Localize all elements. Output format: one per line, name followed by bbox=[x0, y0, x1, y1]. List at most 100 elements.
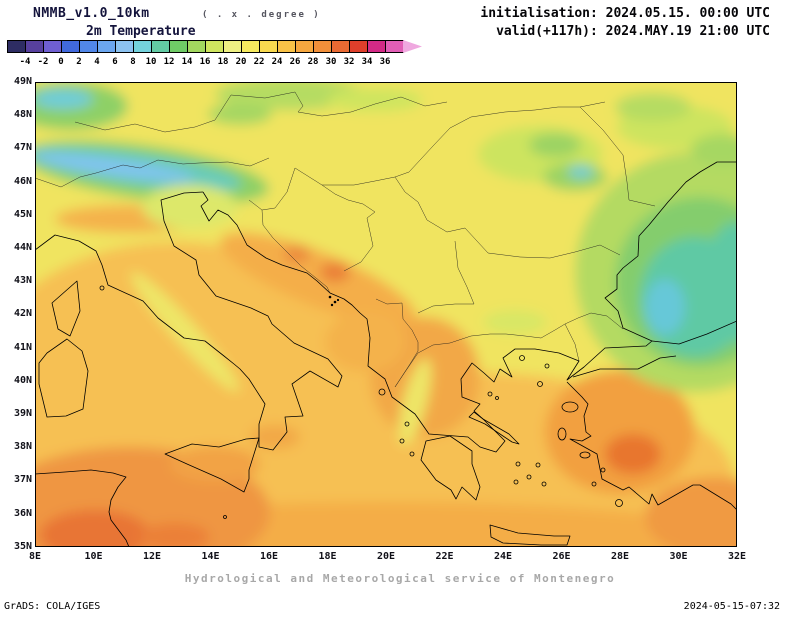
longitude-tick-label: 8E bbox=[28, 551, 42, 562]
colorbar-tick-label: 2 bbox=[76, 57, 82, 67]
colorbar-cell: 4 bbox=[94, 40, 116, 67]
grads-credit: GrADS: COLA/IGES bbox=[4, 601, 101, 612]
latitude-tick-label: 44N bbox=[13, 242, 32, 254]
colorbar-tick-label: 8 bbox=[130, 57, 136, 67]
euboea-coastline bbox=[468, 411, 520, 445]
resolution-note: ( . x . degree ) bbox=[202, 10, 321, 20]
latitude-tick-label: 36N bbox=[13, 507, 32, 519]
colorbar-cell: 30 bbox=[326, 40, 350, 67]
colorbar-cell: 26 bbox=[290, 40, 314, 67]
colorbar-tick-label: 28 bbox=[307, 57, 319, 67]
corsica-coastline bbox=[51, 280, 81, 337]
coastlines bbox=[35, 161, 737, 547]
colorbar-cell: 24 bbox=[272, 40, 296, 67]
longitude-tick-label: 14E bbox=[201, 551, 220, 562]
latitude-tick-label: 37N bbox=[13, 474, 32, 486]
colorbar-cell: 10 bbox=[146, 40, 170, 67]
colorbar-tick-label: 36 bbox=[379, 57, 391, 67]
colorbar-tick-label: -2 bbox=[37, 57, 49, 67]
colorbar-tick-label: 4 bbox=[94, 57, 100, 67]
longitude-tick-label: 10E bbox=[84, 551, 103, 562]
colorbar-tick-label: 16 bbox=[199, 57, 211, 67]
longitude-tick-label: 32E bbox=[727, 551, 747, 562]
colorbar-cell: 16 bbox=[200, 40, 224, 67]
latitude-tick-label: 43N bbox=[13, 275, 32, 287]
longitude-tick-label: 24E bbox=[493, 551, 513, 562]
africa-coastline bbox=[35, 469, 130, 547]
temperature-colorbar: -4 -2 0 2 4 6 8 bbox=[7, 40, 422, 70]
temperature-map-svg bbox=[35, 82, 737, 547]
colorbar-tick-label: 12 bbox=[163, 57, 175, 67]
colorbar-tick-label: 26 bbox=[289, 57, 301, 67]
valid-time: valid(+117h): 2024.MAY.19 21:00 UTC bbox=[496, 24, 770, 39]
crete-coastline bbox=[489, 524, 571, 546]
colorbar-tick-label: 6 bbox=[112, 57, 118, 67]
colorbar-tick-label: 32 bbox=[343, 57, 355, 67]
longitude-tick-label: 16E bbox=[259, 551, 279, 562]
latitude-tick-label: 42N bbox=[13, 308, 32, 320]
colorbar-tick-label: 22 bbox=[253, 57, 265, 67]
latitude-tick-label: 35N bbox=[13, 540, 32, 552]
turkey-aegean-coastline bbox=[566, 381, 737, 511]
colorbar-cell bbox=[7, 40, 26, 53]
colorbar-cell: -2 bbox=[38, 40, 62, 67]
longitude-tick-label: 20E bbox=[376, 551, 396, 562]
colorbar-cell: 8 bbox=[130, 40, 152, 67]
colorbar-tick-label: 0 bbox=[58, 57, 64, 67]
latitude-tick-label: 38N bbox=[13, 441, 32, 453]
colorbar-cell: 36 bbox=[380, 40, 404, 67]
colorbar-tick-label: 14 bbox=[181, 57, 193, 67]
colorbar-cell: 38 bbox=[403, 40, 422, 53]
latitude-tick-label: 45N bbox=[13, 208, 32, 220]
turkey-blacksea-coastline bbox=[651, 320, 737, 345]
map-frame bbox=[35, 82, 737, 547]
country-borders bbox=[35, 91, 656, 388]
longitude-tick-label: 18E bbox=[318, 551, 337, 562]
peloponnese-coastline bbox=[420, 435, 481, 501]
colorbar-tick-label: 20 bbox=[235, 57, 247, 67]
latitude-tick-label: 40N bbox=[13, 374, 32, 386]
colorbar-cell: 0 bbox=[58, 40, 80, 67]
longitude-tick-label: 28E bbox=[610, 551, 630, 562]
latitude-tick-label: 47N bbox=[13, 142, 32, 154]
colorbar-tick-label: 18 bbox=[217, 57, 229, 67]
colorbar-cell: 34 bbox=[362, 40, 386, 67]
colorbar-tick-label: 10 bbox=[145, 57, 157, 67]
balkan-coastline bbox=[200, 161, 737, 453]
creation-timestamp: 2024-05-15-07:32 bbox=[683, 601, 780, 612]
colorbar-cell: 18 bbox=[218, 40, 242, 67]
latitude-tick-label: 39N bbox=[13, 408, 32, 420]
colorbar-cell: 14 bbox=[182, 40, 206, 67]
service-credit: Hydrological and Meteorological service … bbox=[184, 572, 616, 585]
temperature-field bbox=[35, 82, 737, 547]
latitude-tick-label: 46N bbox=[13, 175, 32, 187]
station-markers bbox=[328, 295, 340, 307]
colorbar-tick-label: 38 bbox=[396, 56, 408, 66]
longitude-tick-label: 26E bbox=[552, 551, 571, 562]
map-area bbox=[35, 82, 737, 547]
longitude-tick-label: 12E bbox=[142, 551, 162, 562]
longitude-axis: 8E 10E 12E 14E 16E 18E 20E 22E 24E 26E 28E 30E 32E bbox=[20, 551, 752, 562]
colorbar-cell: -4 bbox=[20, 40, 44, 67]
colorbar-cell: 32 bbox=[344, 40, 368, 67]
italy-coastline bbox=[35, 191, 343, 451]
latitude-tick-label: 48N bbox=[13, 109, 32, 121]
colorbar-cell: 20 bbox=[236, 40, 260, 67]
initialisation-time: initialisation: 2024.05.15. 00:00 UTC bbox=[480, 6, 770, 21]
colorbar-cell: 2 bbox=[76, 40, 98, 67]
latitude-axis: 49N 48N 47N 46N 45N 44N 43N 42N 41N 40N 39N 38N 37N 3… bbox=[6, 76, 32, 553]
colorbar-cell: 28 bbox=[308, 40, 332, 67]
colorbar-cell: 6 bbox=[112, 40, 134, 67]
colorbar-tick-label: 24 bbox=[271, 57, 283, 67]
colorbar-tick-label: 30 bbox=[325, 57, 337, 67]
sicily-coastline bbox=[164, 437, 260, 493]
latitude-tick-label: 41N bbox=[13, 341, 32, 353]
colorbar-tick-label: -4 bbox=[19, 57, 31, 67]
colorbar-cell: 22 bbox=[254, 40, 278, 67]
sardinia-coastline bbox=[38, 338, 89, 418]
field-title: 2m Temperature bbox=[86, 24, 196, 39]
latitude-tick-label: 49N bbox=[13, 76, 32, 87]
longitude-tick-label: 22E bbox=[435, 551, 454, 562]
longitude-tick-label: 30E bbox=[669, 551, 688, 562]
